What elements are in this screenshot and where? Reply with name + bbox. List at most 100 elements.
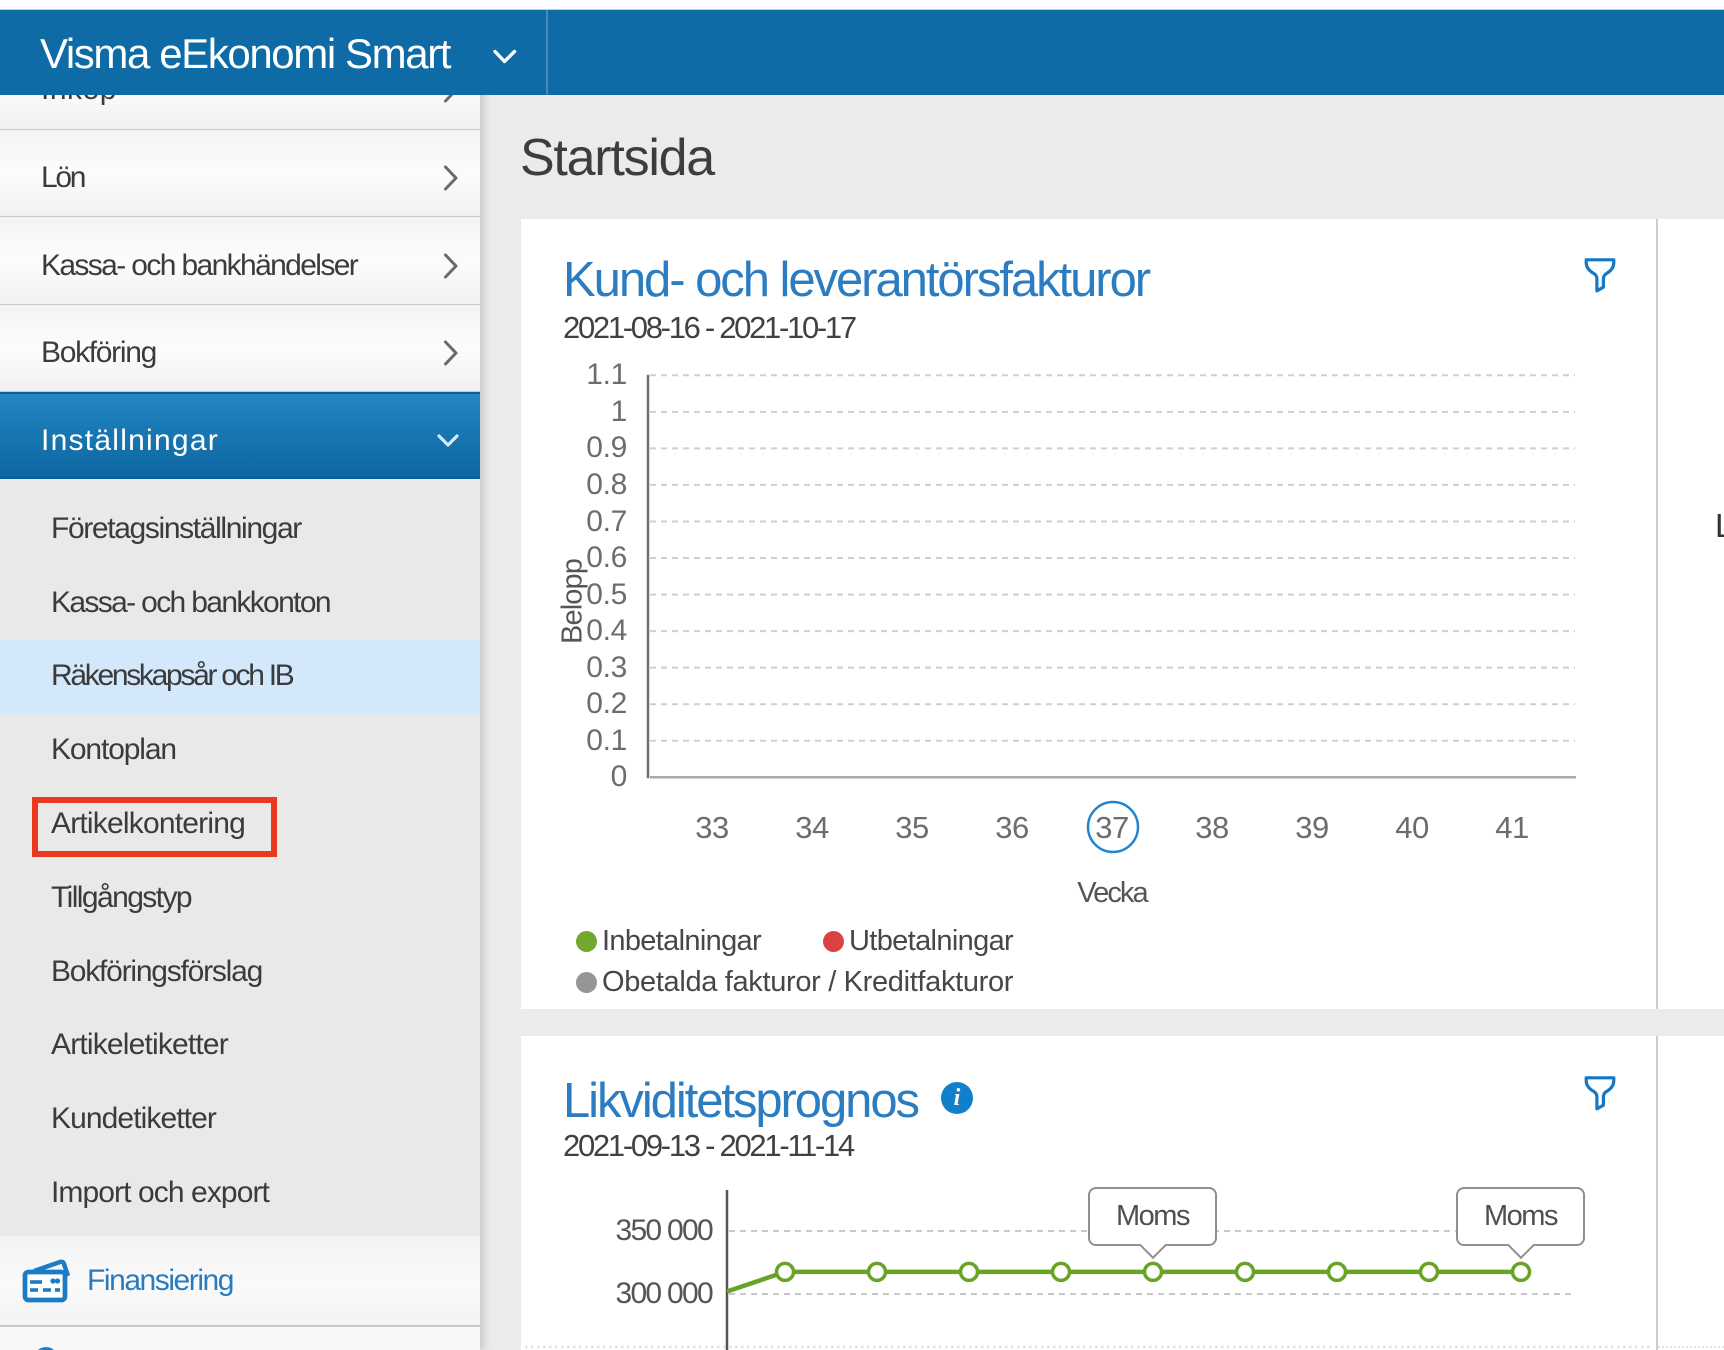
y-tick-label: 300 000: [615, 1277, 713, 1310]
sidebar-subitem-bokföringsförslag[interactable]: Bokföringsförslag: [0, 935, 480, 1009]
sidebar-subitem-label: Räkenskapsår och IB: [51, 659, 295, 693]
y-tick-label: 0.8: [586, 467, 627, 501]
card-liquidity-title[interactable]: Likviditetsprognos: [563, 1073, 920, 1128]
sidebar-divider: [0, 303, 480, 305]
chart-tooltip-label: Moms: [1116, 1200, 1190, 1232]
y-tick-label: 0.6: [586, 541, 627, 574]
sidebar-item-kassa-och-bankhändelser[interactable]: Kassa- och bankhändelser: [0, 217, 480, 304]
main-content: Startsida Kund- och leverantörsfakturor …: [480, 95, 1724, 1350]
x-tick-label: 35: [895, 809, 929, 845]
sidebar-subitem-label: Kontoplan: [51, 733, 177, 767]
y-tick-label: 0.9: [586, 431, 627, 465]
y-tick-label: 0.5: [586, 577, 627, 611]
card-liquidity: Likviditetsprognos i 2021-09-13 - 2021-1…: [521, 1036, 1656, 1350]
y-tick-label: 0.2: [586, 687, 627, 721]
sidebar-item-bokföring[interactable]: Bokföring: [0, 304, 480, 391]
y-tick-label: 1.1: [586, 358, 627, 392]
card-right-bottom: [1658, 1036, 1724, 1350]
card-invoices-date-range: 2021-08-16 - 2021-10-17: [563, 310, 857, 346]
sidebar-item-finansiering[interactable]: Finansiering: [0, 1236, 480, 1325]
annotation-highlight-box: [32, 797, 277, 857]
legend-dot: [823, 930, 844, 952]
x-tick-label: 40: [1395, 809, 1429, 845]
invoices-chart-canvas: [646, 374, 1576, 854]
sidebar-subitem-label: Tillgångstyp: [51, 880, 193, 914]
credit-card-icon: [22, 1257, 74, 1305]
legend-dot: [576, 971, 597, 993]
chart-tooltip-label: Moms: [1484, 1200, 1558, 1232]
sidebar-item-label: Lön: [41, 161, 86, 195]
sidebar-divider: [0, 216, 480, 217]
y-tick-label: 0.4: [586, 614, 627, 648]
sidebar-top-items: Inköp Lön Kassa- och bankhändelser Bokfö…: [0, 40, 480, 479]
x-tick-label: 33: [695, 809, 729, 845]
sidebar-subitem-artikelkontering[interactable]: Artikelkontering: [0, 787, 480, 861]
card-column-divider: [1656, 1036, 1658, 1350]
sidebar-subitem-kontoplan[interactable]: Kontoplan: [0, 713, 480, 787]
app-header: Visma eEkonomi Smart: [0, 10, 1724, 95]
x-tick-label[interactable]: 37: [1095, 809, 1129, 845]
filter-icon[interactable]: [1584, 1076, 1616, 1112]
liquidity-chart: 350 000 300 000 Moms Moms: [521, 1036, 1656, 1350]
header-separator: [546, 10, 548, 95]
card-liquidity-date-range: 2021-09-13 - 2021-11-14: [563, 1128, 855, 1164]
sidebar-subitem-artikeletiketter[interactable]: Artikeletiketter: [0, 1009, 480, 1083]
sidebar-subitem-label: Artikelkontering: [51, 807, 246, 841]
sidebar-divider: [0, 128, 480, 130]
sidebar-item-label: Bokföring: [41, 336, 157, 369]
sidebar-subitem-label: Kassa- och bankkonton: [51, 585, 332, 619]
x-tick-label: 39: [1295, 809, 1329, 845]
sidebar-subitem-label: Bokföringsförslag: [51, 954, 263, 988]
sidebar-subitem-kundetiketter[interactable]: Kundetiketter: [0, 1082, 480, 1156]
x-tick-label: 38: [1195, 809, 1229, 845]
y-tick-label: 1: [610, 394, 628, 428]
sidebar-subitem-kassa-och-bankkonton[interactable]: Kassa- och bankkonton: [0, 566, 480, 640]
sidebar-subitem-företagsinställningar[interactable]: Företagsinställningar: [0, 492, 480, 566]
info-icon-glyph: i: [953, 1084, 961, 1111]
sidebar-divider: [0, 390, 480, 392]
sidebar-item-label: Kassa- och bankhändelser: [41, 248, 359, 282]
browser-top-strip: [0, 0, 1724, 10]
chevron-right-icon: [443, 165, 459, 191]
chevron-down-icon[interactable]: [493, 49, 517, 65]
chevron-right-icon: [443, 340, 459, 366]
x-tick-label: 36: [995, 809, 1029, 845]
sidebar-subitem-label: Import och export: [51, 1176, 270, 1210]
y-tick-label: 350 000: [615, 1214, 713, 1247]
legend-dot: [576, 930, 597, 952]
chevron-right-icon: [443, 253, 459, 279]
sidebar-item-inställningar[interactable]: Inställningar: [0, 391, 480, 479]
sidebar-subitem-label: Företagsinställningar: [51, 511, 302, 545]
y-axis-title: Belopp: [556, 558, 589, 644]
sidebar-item-finansiering-label: Finansiering: [87, 1263, 234, 1297]
right-card-text-fragment: L: [1715, 509, 1724, 542]
filter-icon[interactable]: [1584, 258, 1616, 294]
legend-label: Utbetalningar: [849, 924, 1014, 957]
invoices-chart: 1.1 1 0.9 0.8 0.7 0.6 0.5 0.4 0.3 0.2 0.1 0 33 34 35 36…: [521, 219, 1656, 1009]
y-tick-label: 0.1: [586, 723, 627, 757]
sidebar-submenu: Företagsinställningar Kassa- och bankkon…: [0, 479, 480, 1237]
card-column-divider: [1656, 219, 1658, 1009]
card-invoices: Kund- och leverantörsfakturor 2021-08-16…: [521, 219, 1656, 1009]
sidebar-item-lön[interactable]: Lön: [0, 129, 480, 216]
app-title[interactable]: Visma eEkonomi Smart: [40, 30, 451, 78]
y-tick-label: 0: [610, 760, 628, 794]
info-icon[interactable]: i: [941, 1082, 973, 1114]
clipped-bottom-icon: [34, 1346, 58, 1350]
page-title: Startsida: [520, 129, 715, 187]
sidebar-subitem-räkenskapsår-och-ib[interactable]: Räkenskapsår och IB: [0, 639, 480, 714]
card-invoices-title[interactable]: Kund- och leverantörsfakturor: [563, 252, 1151, 307]
sidebar-subitem-tillgångstyp[interactable]: Tillgångstyp: [0, 861, 480, 935]
sidebar-subitem-label: Kundetiketter: [51, 1102, 217, 1136]
sidebar-divider: [0, 1325, 480, 1327]
sidebar-subitem-label: Artikeletiketter: [51, 1028, 229, 1062]
sidebar-subitem-import-och-export[interactable]: Import och export: [0, 1156, 480, 1230]
y-tick-label: 0.7: [586, 504, 627, 538]
legend-label: Obetalda fakturor / Kreditfakturor: [602, 965, 1014, 998]
legend-label: Inbetalningar: [602, 924, 762, 957]
x-tick-label: 34: [795, 809, 829, 845]
chevron-down-icon: [437, 434, 459, 448]
dotted-gridline-fragment: [1658, 1345, 1724, 1348]
x-tick-label: 41: [1495, 809, 1529, 845]
